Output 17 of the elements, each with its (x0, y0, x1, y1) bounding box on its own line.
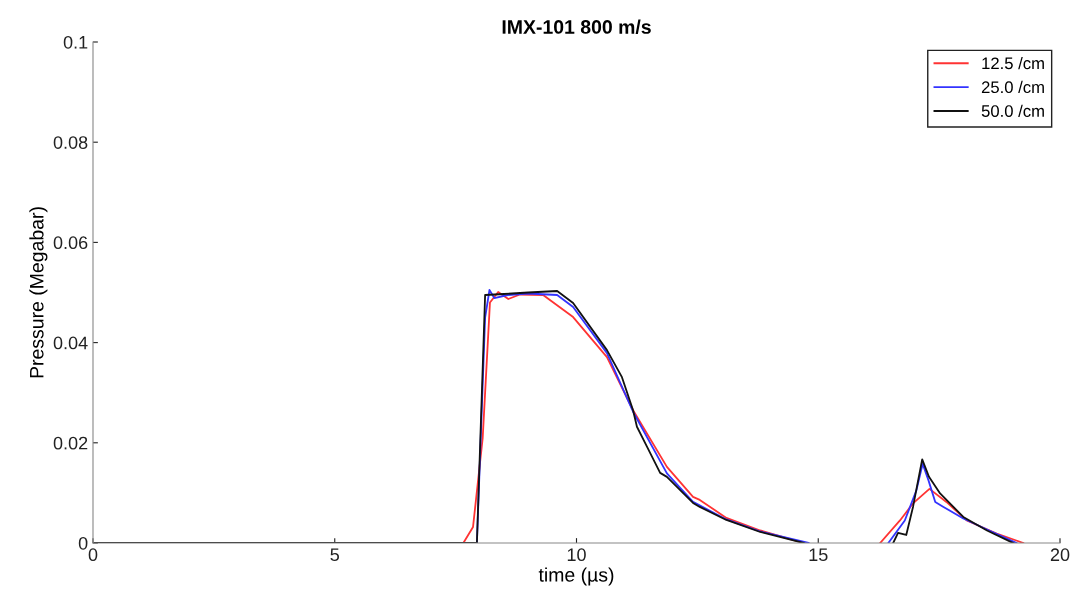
y-tick-label: 0.04 (53, 336, 88, 350)
y-tick-label: 0.08 (53, 136, 88, 149)
legend-label: 50.0 /cm (981, 104, 1044, 117)
legend-label: 25.0 /cm (981, 80, 1044, 94)
y-tick-label: 0 (78, 536, 88, 550)
x-tick-label: 20 (1050, 548, 1070, 562)
x-tick-label: 0 (88, 548, 98, 562)
x-tick-label: 5 (330, 548, 340, 562)
chart-title: IMX-101 800 m/s (502, 19, 651, 35)
legend-label: 12.5 /cm (982, 57, 1044, 70)
y-tick-label: 0.06 (53, 236, 88, 250)
y-tick-label: 0.02 (53, 436, 88, 450)
x-tick-label: 10 (567, 548, 586, 562)
x-tick-label: 15 (809, 548, 828, 562)
y-tick-label: 0.1 (63, 35, 88, 49)
x-axis-title: time (µs) (538, 567, 614, 586)
y-axis-title: Pressure (Megabar) (29, 207, 48, 378)
